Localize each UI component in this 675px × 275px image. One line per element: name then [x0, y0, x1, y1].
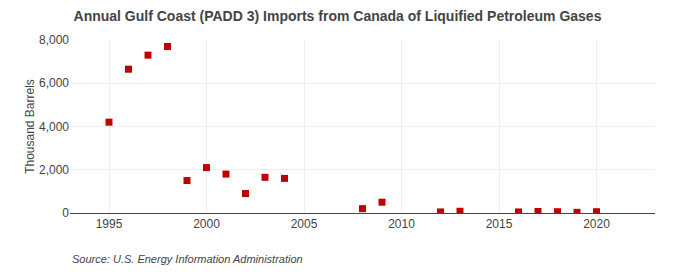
svg-text:2015: 2015 [486, 217, 513, 231]
svg-text:0: 0 [62, 206, 69, 220]
svg-text:8,000: 8,000 [39, 33, 69, 47]
svg-text:6,000: 6,000 [39, 76, 69, 90]
svg-text:4,000: 4,000 [39, 120, 69, 134]
svg-text:Annual Gulf Coast (PADD 3) Imp: Annual Gulf Coast (PADD 3) Imports from … [74, 8, 602, 24]
svg-text:2020: 2020 [583, 217, 610, 231]
svg-text:2010: 2010 [388, 217, 415, 231]
svg-text:2000: 2000 [193, 217, 220, 231]
svg-text:Thousand Barrels: Thousand Barrels [23, 79, 37, 174]
svg-text:2,000: 2,000 [39, 163, 69, 177]
svg-text:Source: U.S. Energy Informatio: Source: U.S. Energy Information Administ… [72, 253, 303, 265]
svg-text:1995: 1995 [96, 217, 123, 231]
svg-text:2005: 2005 [291, 217, 318, 231]
